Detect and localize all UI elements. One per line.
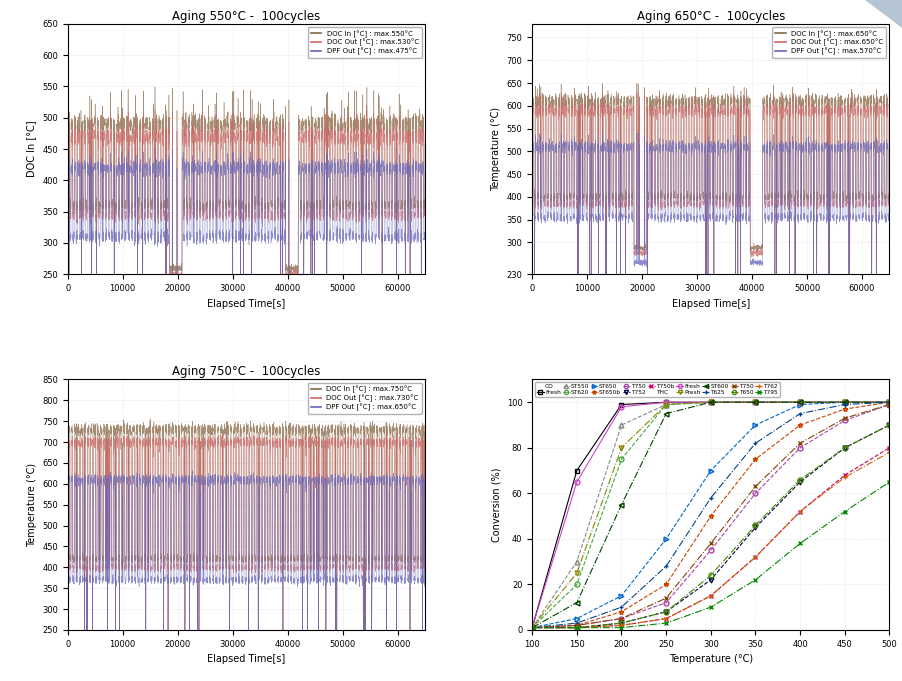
Legend: CO, Fresh, ST550, ST620, ST650, ST650b, T750, T752, T750b, THC, Fresh, Presh, ST: CO, Fresh, ST550, ST620, ST650, ST650b, … [535,383,779,396]
X-axis label: Temperature (°C): Temperature (°C) [668,654,752,664]
Title: Aging 750°C -  100cycles: Aging 750°C - 100cycles [172,365,320,379]
Y-axis label: Temperature (°C): Temperature (°C) [491,107,501,191]
X-axis label: Elapsed Time[s]: Elapsed Time[s] [207,654,285,664]
X-axis label: Elapsed Time[s]: Elapsed Time[s] [207,298,285,308]
Y-axis label: Temperature (°C): Temperature (°C) [26,462,37,547]
X-axis label: Elapsed Time[s]: Elapsed Time[s] [671,298,750,308]
Title: Aging 650°C -  100cycles: Aging 650°C - 100cycles [636,10,784,22]
Legend: DOC In [°C] : max.550°C, DOC Out [°C] : max.530°C, DPF Out [°C] : max.475°C: DOC In [°C] : max.550°C, DOC Out [°C] : … [308,27,421,58]
Title: Aging 550°C -  100cycles: Aging 550°C - 100cycles [172,10,320,22]
Legend: DOC In [°C] : max.750°C, DOC Out [°C] : max.730°C, DPF Out [°C] : max.650°C: DOC In [°C] : max.750°C, DOC Out [°C] : … [308,383,421,413]
Y-axis label: Conversion (%): Conversion (%) [491,467,501,542]
Legend: DOC In [°C] : max.650°C, DOC Out [°C] : max.650°C, DPF Out [°C] : max.570°C: DOC In [°C] : max.650°C, DOC Out [°C] : … [771,27,885,58]
Y-axis label: DOC In [°C]: DOC In [°C] [26,121,37,177]
